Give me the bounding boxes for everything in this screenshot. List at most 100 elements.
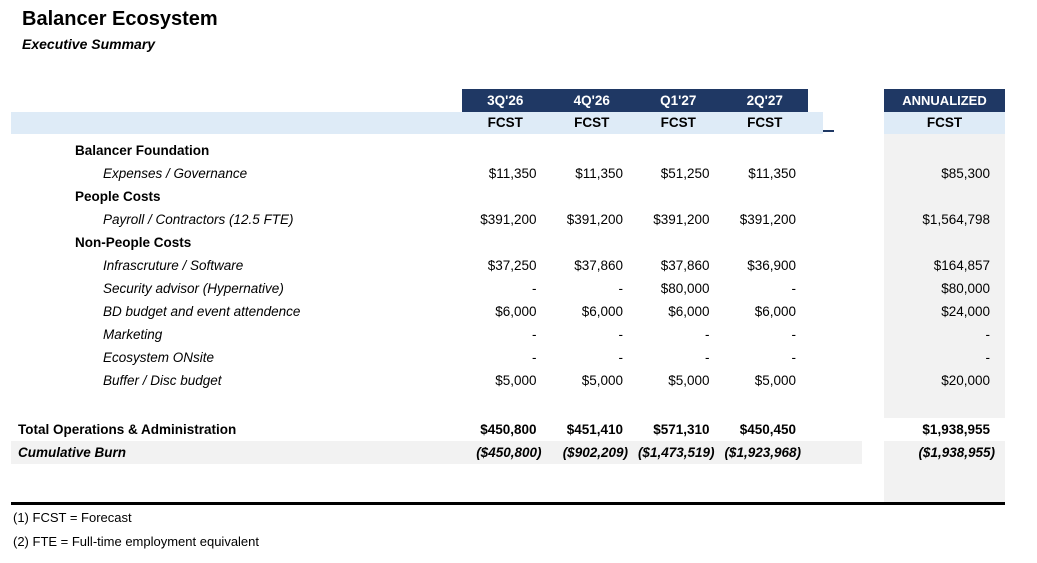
table-row: Balancer Foundation: [11, 139, 1005, 162]
cell-value: -: [705, 327, 710, 342]
fcst-row-quarter-cells: FCST FCST FCST FCST: [462, 112, 823, 134]
total-row: Total Operations & Administration $450,8…: [11, 418, 1005, 441]
cell-value: [722, 231, 809, 254]
cell-value: $391,200: [566, 212, 623, 227]
cell-annualized: [884, 231, 1005, 254]
cell-value: [635, 185, 722, 208]
cell-value: $11,350: [488, 166, 537, 181]
burn-cell-value: ($902,209): [562, 445, 628, 460]
cell-value: $80,000: [660, 281, 710, 296]
cell-value: $5,000: [495, 373, 537, 388]
page-title: Balancer Ecosystem: [22, 8, 218, 30]
cell-value: $11,350: [575, 166, 623, 181]
cell-value: -: [532, 350, 537, 365]
page-subtitle: Executive Summary: [22, 36, 156, 52]
cell-value: [462, 139, 549, 162]
table-row: Non-People Costs: [11, 231, 1005, 254]
quarter-header-3q26: 3Q'26: [487, 93, 524, 108]
fcst-label-cell: FCST: [660, 115, 696, 130]
cell-value: [549, 231, 636, 254]
cell-value: -: [791, 281, 797, 296]
row-label: Non-People Costs: [75, 235, 192, 250]
fcst-label-cell: FCST: [747, 115, 783, 130]
quarters-header-bar: 3Q'26 4Q'26 Q1'27 2Q'27: [462, 89, 808, 112]
fcst-label-cell: FCST: [574, 115, 610, 130]
total-cell-value: $450,800: [480, 422, 537, 437]
cell-annualized: -: [985, 350, 991, 365]
cell-value: [549, 185, 636, 208]
row-label: Infrascruture / Software: [103, 258, 244, 273]
cell-value: $5,000: [581, 373, 623, 388]
cell-value: $391,200: [480, 212, 537, 227]
cell-annualized: $164,857: [933, 258, 990, 273]
table-row: Payroll / Contractors (12.5 FTE) $391,200…: [11, 208, 1005, 231]
cell-value: $6,000: [581, 304, 623, 319]
row-spacer: [808, 254, 884, 277]
cell-value: [635, 231, 722, 254]
cell-value: -: [791, 350, 797, 365]
burn-cell-value: ($1,923,968): [724, 445, 801, 460]
cell-value: $11,350: [748, 166, 796, 181]
header-label-spacer: [11, 89, 462, 112]
table-row: Infrascruture / Software $37,250 $37,860 $3…: [11, 254, 1005, 277]
burn-band-extension: [808, 441, 862, 464]
cell-value: $51,250: [660, 166, 710, 181]
quarter-header-q127: Q1'27: [660, 93, 697, 108]
footnote-fcst: (1) FCST = Forecast: [13, 510, 132, 525]
row-label: Buffer / Disc budget: [103, 373, 222, 388]
table-body: Balancer Foundation Expenses / Governance…: [11, 139, 1005, 392]
cell-value: $6,000: [495, 304, 537, 319]
table-row: Buffer / Disc budget $5,000 $5,000 $5,000 $5…: [11, 369, 1005, 392]
total-cell-value: $451,410: [566, 422, 623, 437]
cell-annualized: $80,000: [941, 281, 990, 296]
quarters-header-row: 3Q'26 4Q'26 Q1'27 2Q'27 ANNUALIZED: [11, 89, 1005, 112]
cell-value: $391,200: [653, 212, 710, 227]
cell-value: $36,900: [747, 258, 796, 273]
cell-value: $5,000: [754, 373, 796, 388]
row-label: BD budget and event attendence: [103, 304, 301, 319]
cell-value: [549, 139, 636, 162]
fcst-row: FCST FCST FCST FCST FCST: [11, 112, 1005, 134]
total-row-label: Total Operations & Administration: [18, 422, 237, 437]
total-cell-annualized: $1,938,955: [884, 418, 1005, 441]
cell-value: $37,860: [660, 258, 710, 273]
cell-annualized: $1,564,798: [922, 212, 990, 227]
table-row: Ecosystem ONsite - - - - -: [11, 346, 1005, 369]
cell-value: -: [618, 350, 624, 365]
table-row: People Costs: [11, 185, 1005, 208]
header-gap: [808, 89, 884, 112]
cell-value: [722, 139, 809, 162]
row-spacer: [808, 231, 884, 254]
cell-value: -: [532, 281, 537, 296]
cell-value: $391,200: [739, 212, 796, 227]
row-spacer: [808, 139, 884, 162]
burn-row-label: Cumulative Burn: [18, 445, 127, 460]
cell-annualized: [884, 139, 1005, 162]
cell-value: $6,000: [668, 304, 710, 319]
cell-value: [462, 185, 549, 208]
cell-value: -: [791, 327, 797, 342]
cell-annualized: [884, 185, 1005, 208]
cumulative-burn-band: Cumulative Burn ($450,800) ($902,209) ($…: [11, 441, 862, 464]
row-label: Security advisor (Hypernative): [103, 281, 284, 296]
total-row-spacer: [808, 418, 884, 441]
row-spacer: [808, 185, 884, 208]
cell-value: [462, 231, 549, 254]
table-row: Marketing - - - - -: [11, 323, 1005, 346]
cell-value: -: [618, 281, 624, 296]
cell-value: $37,250: [487, 258, 537, 273]
total-cell-value: $571,310: [653, 422, 710, 437]
burn-row-gap: [862, 441, 884, 464]
pre-total-gap: [11, 392, 1005, 418]
cell-value: [722, 185, 809, 208]
quarter-header-4q26: 4Q'26: [573, 93, 610, 108]
fcst-label-cell: FCST: [487, 115, 523, 130]
row-label: Balancer Foundation: [75, 143, 210, 158]
cell-value: $37,860: [574, 258, 623, 273]
fcst-row-gap: [823, 112, 884, 134]
row-label: People Costs: [75, 189, 161, 204]
cell-annualized: -: [985, 327, 991, 342]
table-row: Expenses / Governance $11,350 $11,350 $51,2…: [11, 162, 1005, 185]
table-row: BD budget and event attendence $6,000 $6,0…: [11, 300, 1005, 323]
